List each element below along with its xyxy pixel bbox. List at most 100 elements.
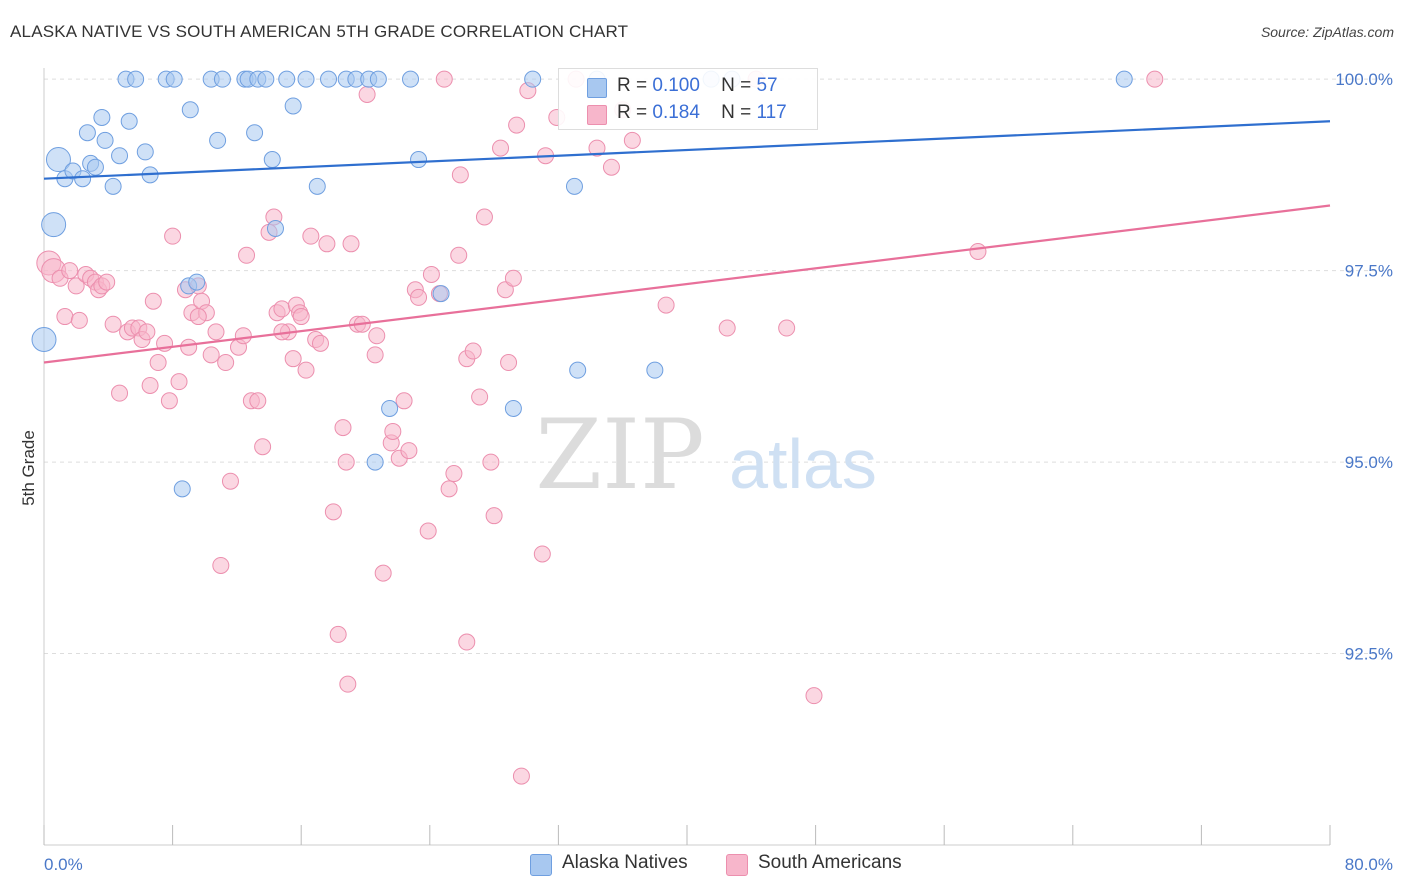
south-americans-point	[508, 116, 526, 134]
south-americans-point	[358, 85, 376, 103]
alaska-natives-point	[257, 70, 275, 88]
south-americans-point	[458, 633, 476, 651]
axes	[43, 68, 1331, 846]
alaska-natives-trend-line	[43, 120, 1331, 180]
legend-label-alaska-natives: Alaska Natives	[562, 852, 688, 873]
watermark-atlas: atlas	[729, 425, 877, 503]
south-americans-point	[492, 139, 510, 157]
south-americans-point	[400, 442, 418, 460]
south-americans-point	[149, 354, 167, 372]
watermark: ZIP atlas	[535, 399, 877, 511]
grid-lines	[44, 78, 1390, 655]
legend-swatch-pink	[587, 105, 607, 125]
alaska-natives-point	[173, 480, 191, 498]
legend-row-alaska-natives: R = 0.100 N = 57	[559, 73, 817, 99]
alaska-natives-point	[1115, 70, 1133, 88]
south-americans-point	[623, 131, 641, 149]
south-americans-point	[249, 392, 267, 410]
alaska-natives-point	[381, 399, 399, 417]
alaska-natives-point	[136, 143, 154, 161]
south-americans-point	[67, 277, 85, 295]
south-americans-point	[475, 208, 493, 226]
alaska-natives-point	[111, 147, 129, 165]
south-americans-point	[207, 323, 225, 341]
south-americans-point	[419, 522, 437, 540]
alaska-natives-point	[165, 70, 183, 88]
alaska-natives-point	[410, 151, 428, 169]
south-americans-point	[374, 564, 392, 582]
alaska-natives-point	[213, 70, 231, 88]
alaska-natives-point	[31, 327, 57, 353]
correlation-legend: R = 0.100 N = 57 R = 0.184 N = 117	[558, 68, 818, 130]
south-americans-point	[189, 308, 207, 326]
alaska-natives-point	[78, 124, 96, 142]
south-americans-point	[284, 350, 302, 368]
alaska-natives-point	[74, 170, 92, 188]
trend-lines	[43, 120, 1331, 364]
south-americans-point	[368, 327, 386, 345]
alaska-natives-point	[104, 177, 122, 195]
south-americans-point	[657, 296, 675, 314]
south-americans-point	[238, 246, 256, 264]
y-tick-label: 97.5%	[1345, 262, 1393, 281]
south-americans-point	[342, 235, 360, 253]
south-americans-point	[254, 438, 272, 456]
alaska-natives-point	[297, 70, 315, 88]
south-americans-point	[504, 269, 522, 287]
south-americans-point	[805, 687, 823, 705]
south-americans-point	[160, 392, 178, 410]
legend-n-label: N =	[721, 75, 752, 96]
south-americans-point	[778, 319, 796, 337]
south-americans-point	[273, 300, 291, 318]
tick-labels: 100.0% 97.5% 95.0% 92.5% 0.0% 80.0%	[44, 70, 1393, 874]
south-americans-point	[334, 419, 352, 437]
south-americans-point	[297, 361, 315, 379]
south-americans-point	[104, 315, 122, 333]
south-americans-point	[1146, 70, 1164, 88]
alaska-natives-point	[320, 70, 338, 88]
south-americans-point	[445, 465, 463, 483]
alaska-natives-point	[366, 453, 384, 471]
south-americans-point	[440, 480, 458, 498]
y-tick-label: 100.0%	[1335, 70, 1393, 89]
south-americans-point	[435, 70, 453, 88]
legend-n-value: 117	[756, 102, 787, 123]
south-americans-point	[221, 472, 239, 490]
south-americans-point	[337, 453, 355, 471]
south-americans-point	[141, 376, 159, 394]
alaska-natives-point	[188, 273, 206, 291]
legend-r-label: R =	[617, 75, 648, 96]
alaska-natives-point	[127, 70, 145, 88]
south-americans-point	[410, 288, 428, 306]
alaska-natives-point	[246, 124, 264, 142]
south-americans-point	[329, 625, 347, 643]
alaska-natives-point	[120, 112, 138, 130]
alaska-natives-point	[646, 361, 664, 379]
alaska-natives-point	[278, 70, 296, 88]
x-tick-label: 80.0%	[1345, 855, 1393, 874]
alaska-natives-point	[263, 151, 281, 169]
south-americans-point	[588, 139, 606, 157]
legend-swatch-blue	[587, 78, 607, 98]
south-americans-point	[485, 507, 503, 525]
alaska-natives-points	[31, 70, 1133, 498]
alaska-natives-point	[86, 158, 104, 176]
legend-swatch-pink	[726, 854, 748, 876]
alaska-natives-point	[93, 108, 111, 126]
south-americans-point	[138, 323, 156, 341]
alaska-natives-point	[369, 70, 387, 88]
alaska-natives-point	[524, 70, 542, 88]
legend-row-south-americans: R = 0.184 N = 117	[559, 100, 817, 126]
alaska-natives-point	[41, 212, 67, 238]
alaska-natives-point	[402, 70, 420, 88]
south-americans-point	[234, 327, 252, 345]
alaska-natives-point	[181, 101, 199, 119]
south-americans-point	[212, 556, 230, 574]
y-axis-label: 5th Grade	[19, 430, 38, 506]
legend-n-value: 57	[756, 75, 778, 96]
south-americans-point	[311, 334, 329, 352]
south-americans-point	[422, 265, 440, 283]
south-americans-point	[969, 242, 987, 260]
alaska-natives-point	[209, 131, 227, 149]
